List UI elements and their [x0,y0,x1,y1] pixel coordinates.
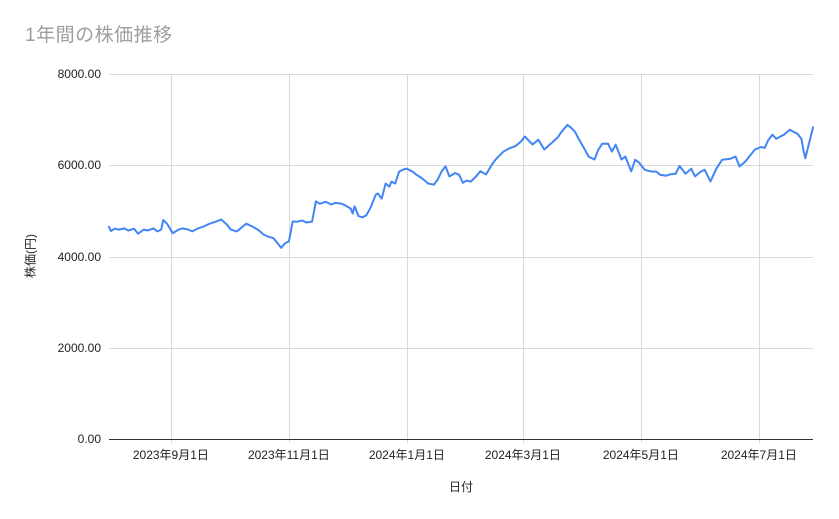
y-tick-label: 6000.00 [57,158,101,173]
price-series-line[interactable] [108,123,814,249]
x-tick-label: 2024年1月1日 [368,448,445,462]
y-axis-tick-labels: 0.00 2000.00 4000.00 6000.00 8000.00 [0,67,101,446]
x-axis-title: 日付 [448,480,474,494]
y-tick-label: 0.00 [77,432,101,446]
chart-title: 1年間の株価推移 [25,25,173,46]
x-tick-label: 2024年3月1日 [484,448,561,462]
y-tick-label: 4000.00 [57,249,101,264]
x-tick-label: 2024年5月1日 [602,448,679,462]
plot-area[interactable] [108,74,814,443]
x-tick-label: 2023年11月1日 [247,448,330,462]
x-axis-tick-labels: 2023年9月1日 2023年11月1日 2024年1月1日 2024年3月1日 202… [109,446,813,462]
y-tick-label: 8000.00 [57,67,101,81]
line-chart-svg [108,74,814,443]
x-tick-label: 2023年9月1日 [132,448,209,462]
y-tick-label: 2000.00 [57,340,101,355]
x-tick-label: 2024年7月1日 [720,448,797,462]
